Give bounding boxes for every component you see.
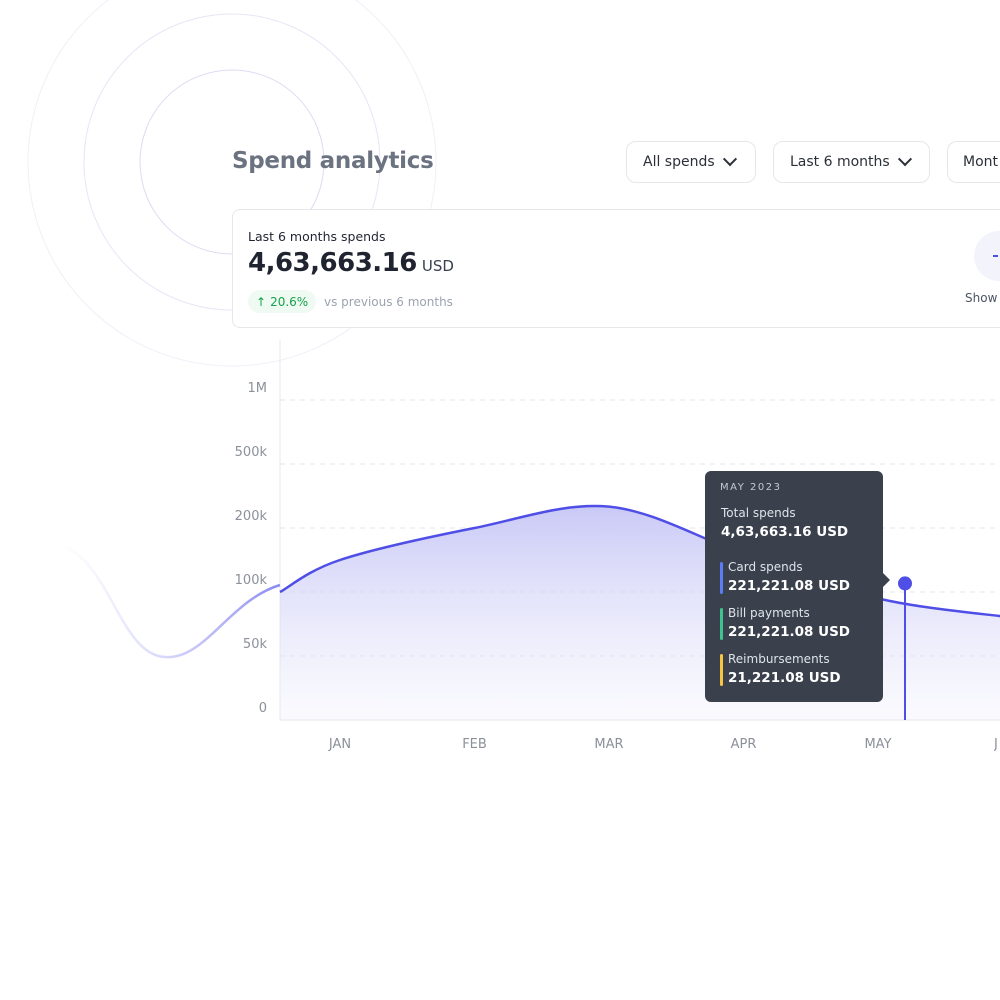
change-value: 20.6% — [270, 294, 309, 309]
x-tick-label: APR — [730, 737, 757, 752]
summary-card: Last 6 months spends 4,63,663.16 USD ↑ 20.… — [232, 209, 1000, 328]
chevron-down-icon — [993, 249, 998, 257]
chevron-down-icon — [722, 152, 737, 167]
decor-curve — [59, 543, 281, 659]
summary-value: 4,63,663.16 USD — [248, 248, 454, 278]
spend-type-dropdown[interactable]: All spends — [626, 141, 756, 183]
y-tick-label: 500k — [234, 445, 267, 460]
chevron-down-icon — [897, 152, 912, 167]
dropdown-label: All spends — [643, 154, 715, 170]
arrow-up-icon: ↑ — [256, 294, 267, 309]
tooltip-total-value: 4,63,663.16 USD — [721, 524, 849, 540]
decor-circle — [27, 0, 437, 367]
tooltip-item-value: 21,221.08 USD — [728, 670, 841, 686]
comparison-text: vs previous 6 months — [324, 295, 453, 309]
amount: 4,63,663.16 — [248, 248, 417, 278]
page-title: Spend analytics — [232, 148, 434, 174]
tooltip-item-label: Reimbursements — [728, 652, 830, 666]
x-tick-label: J — [994, 737, 998, 752]
y-tick-label: 0 — [258, 701, 267, 716]
tooltip-item-label: Card spends — [728, 560, 803, 574]
dropdown-label: Mont — [963, 154, 999, 170]
show-label: Show — [965, 291, 998, 305]
highlight-point[interactable] — [898, 576, 912, 591]
period-dropdown[interactable]: Last 6 months — [773, 141, 930, 183]
tooltip-item-value: 221,221.08 USD — [728, 624, 850, 640]
dropdown-label: Last 6 months — [790, 154, 890, 170]
y-tick-label: 100k — [234, 573, 267, 588]
x-tick-label: JAN — [328, 737, 352, 752]
y-tick-label: 1M — [247, 381, 268, 396]
reimbursements-color-bar — [720, 654, 723, 686]
tooltip: MAY 2023 Total spends 4,63,663.16 USD Ca… — [705, 471, 890, 702]
bill-payments-color-bar — [720, 608, 723, 640]
y-tick-label: 50k — [242, 637, 267, 652]
tooltip-month: MAY 2023 — [720, 482, 782, 493]
tooltip-item-label: Bill payments — [728, 606, 810, 620]
tooltip-item-value: 221,221.08 USD — [728, 578, 850, 594]
x-tick-label: FEB — [462, 737, 487, 752]
summary-label: Last 6 months spends — [248, 229, 386, 244]
granularity-dropdown[interactable]: Mont — [947, 141, 1000, 183]
area-fill — [280, 506, 1000, 720]
y-tick-label: 200k — [234, 509, 267, 524]
x-tick-label: MAY — [864, 737, 892, 752]
tooltip-total-label: Total spends — [721, 506, 796, 520]
x-tick-label: MAR — [594, 737, 624, 752]
card-spends-color-bar — [720, 562, 723, 594]
change-badge: ↑ 20.6% — [248, 290, 317, 313]
currency: USD — [421, 257, 454, 275]
show-toggle-button[interactable] — [974, 231, 1000, 281]
